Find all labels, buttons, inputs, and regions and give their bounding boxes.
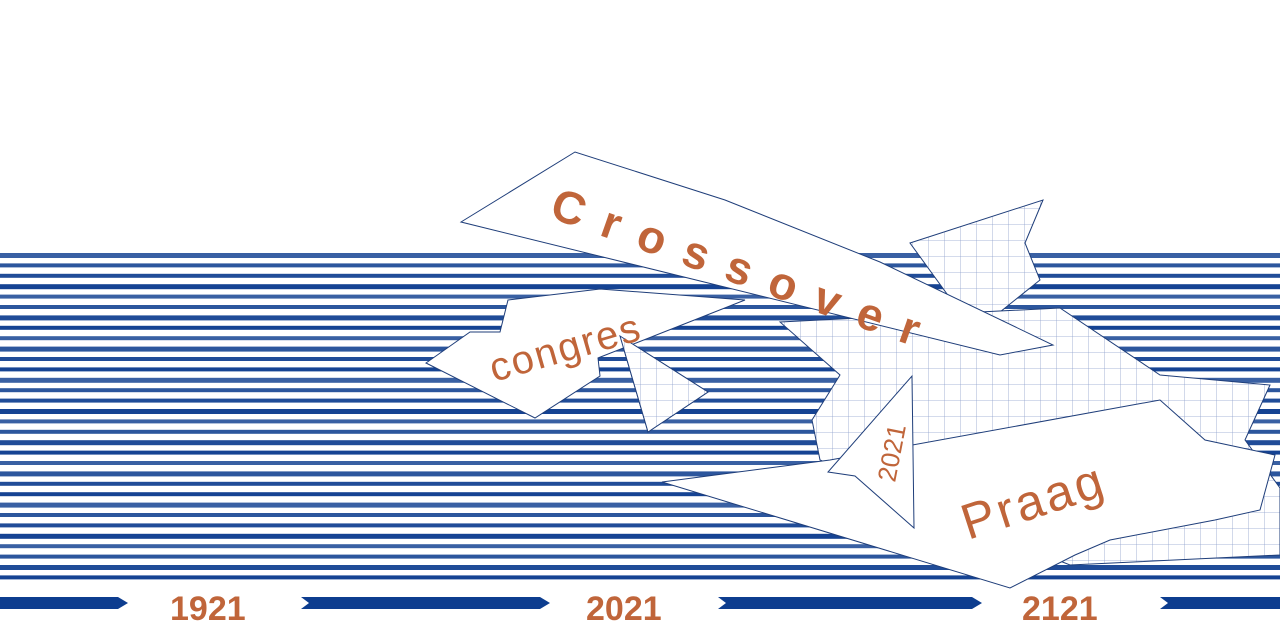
timeline-year-2121: 2121 [1022, 590, 1098, 628]
stripe-line [0, 554, 1280, 559]
stripe-line [0, 513, 1280, 517]
stripe-line [0, 533, 1280, 539]
stripe-line [0, 523, 1280, 528]
stripe-line [0, 461, 1280, 465]
timeline-year-1921: 1921 [170, 590, 246, 628]
stripe-line [0, 471, 1280, 477]
timeline-arrow-3 [718, 597, 982, 609]
timeline-arrow-2 [301, 597, 550, 609]
stripe-line [0, 492, 1280, 497]
timeline-year-2021: 2021 [586, 590, 662, 628]
stripe-line [0, 481, 1280, 486]
paper-piece-congres [425, 288, 746, 419]
stripe-line [0, 575, 1280, 580]
stripe-line [0, 419, 1280, 424]
stripe-line [0, 440, 1280, 446]
stripe-line [0, 409, 1280, 414]
stripe-line [0, 544, 1280, 549]
timeline-arrow-1 [0, 597, 128, 609]
stripe-line [0, 429, 1280, 434]
stripe-line [0, 565, 1280, 570]
stripe-line [0, 450, 1280, 455]
paper-piece-year-triangle [827, 374, 915, 530]
paper-piece-praag [661, 399, 1276, 589]
timeline-arrow-4 [1160, 597, 1280, 609]
timeline: 1921 2021 2121 [0, 590, 1280, 628]
stripe-line [0, 502, 1280, 508]
stripe-line [0, 284, 1280, 290]
paper-piece-crossover [459, 151, 1055, 356]
grid-paper-piece-triangle [619, 334, 709, 433]
stripe-line [0, 273, 1280, 278]
